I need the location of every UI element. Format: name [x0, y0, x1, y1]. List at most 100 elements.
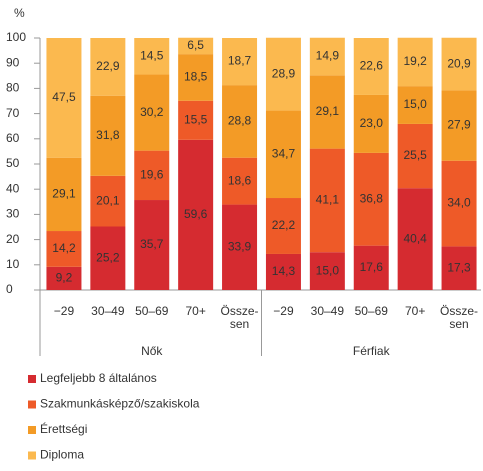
- y-tick-label: 40: [6, 181, 20, 195]
- bar-segment: [178, 54, 214, 101]
- legend-swatch: [28, 451, 36, 460]
- y-tick-label: 10: [6, 257, 20, 271]
- bar-segment: [309, 37, 345, 76]
- group-label: Nők: [141, 344, 163, 358]
- bar-segment: [265, 198, 301, 254]
- bar-segment: [397, 86, 433, 124]
- bar-segment: [397, 188, 433, 290]
- value-label: 36,8: [360, 191, 384, 205]
- bar-segment: [265, 37, 301, 111]
- value-label: 25,2: [96, 250, 120, 264]
- legend-swatch: [28, 375, 36, 383]
- y-tick-label: 60: [6, 131, 20, 145]
- bar-segment: [441, 246, 477, 290]
- value-label: 18,7: [228, 54, 252, 68]
- value-label: 29,1: [52, 187, 76, 201]
- value-label: 34,7: [272, 146, 296, 160]
- value-label: 27,9: [447, 118, 471, 132]
- x-tick-label: Össze-sen: [440, 304, 478, 331]
- bar-segment: [397, 37, 433, 87]
- x-tick-label: −29: [54, 304, 75, 318]
- legend-swatch: [28, 400, 36, 409]
- bar-segment: [441, 37, 477, 91]
- value-label: 31,8: [96, 128, 120, 142]
- value-label: 59,6: [184, 207, 208, 221]
- value-label: 14,3: [272, 264, 296, 278]
- bar-segment: [178, 100, 214, 140]
- value-label: 30,2: [140, 105, 164, 119]
- bar-segment: [309, 75, 345, 149]
- bar-segment: [309, 148, 345, 253]
- bar-segment: [90, 226, 126, 290]
- legend-swatch: [28, 426, 36, 434]
- y-axis-label: %: [14, 6, 25, 20]
- bar-segment: [46, 266, 82, 290]
- value-label: 15,0: [316, 263, 340, 277]
- bar-segment: [134, 150, 170, 201]
- y-tick-label: 0: [6, 282, 13, 296]
- bar-segment: [222, 157, 258, 205]
- legend-label: Szakmunkásképző/szakiskola: [40, 397, 200, 411]
- value-label: 14,5: [140, 48, 164, 62]
- bar-segment: [178, 139, 214, 290]
- y-tick-label: 30: [6, 207, 20, 221]
- bar-segment: [178, 37, 214, 55]
- bar-segment: [353, 94, 389, 153]
- x-tick-label: −29: [273, 304, 294, 318]
- y-tick-label: 80: [6, 81, 20, 95]
- bar-segment: [353, 38, 389, 95]
- value-label: 23,0: [360, 116, 384, 130]
- value-label: 19,6: [140, 168, 164, 182]
- value-label: 14,9: [316, 49, 340, 63]
- bar-segment: [46, 231, 82, 267]
- bar-segment: [265, 253, 301, 290]
- value-label: 41,1: [316, 193, 340, 207]
- bar-segment: [134, 38, 170, 75]
- bar-segment: [222, 85, 258, 158]
- bar-segment: [134, 74, 170, 151]
- y-tick-label: 20: [6, 232, 20, 246]
- value-label: 34,0: [447, 196, 471, 210]
- x-tick-label: Össze-sen: [221, 304, 259, 331]
- value-label: 25,5: [403, 148, 427, 162]
- bar-segment: [46, 157, 82, 232]
- y-tick-label: 70: [6, 106, 20, 120]
- value-label: 22,9: [96, 59, 120, 73]
- value-label: 40,4: [403, 231, 427, 245]
- bar-segment: [441, 160, 477, 247]
- y-tick-label: 90: [6, 55, 20, 69]
- bar-segment: [90, 175, 126, 227]
- bar-segment: [90, 38, 126, 96]
- value-label: 29,1: [316, 104, 340, 118]
- bar-segment: [309, 252, 345, 290]
- legend-label: Legfeljebb 8 általános: [40, 371, 157, 385]
- value-label: 33,9: [228, 239, 252, 253]
- bar-segment: [90, 95, 126, 176]
- value-label: 22,6: [360, 59, 384, 73]
- bar-segment: [222, 38, 258, 86]
- bar-segment: [397, 123, 433, 189]
- bar-segment: [134, 200, 170, 290]
- value-label: 18,6: [228, 173, 252, 187]
- y-tick-label: 100: [6, 30, 26, 44]
- value-label: 15,5: [184, 112, 208, 126]
- value-label: 19,2: [403, 54, 427, 68]
- value-label: 6,5: [187, 38, 204, 52]
- legend-label: Érettségi: [40, 421, 87, 436]
- x-tick-label: 70+: [405, 304, 425, 318]
- value-label: 14,2: [52, 241, 76, 255]
- legend-label: Diploma: [40, 448, 84, 462]
- bar-segment: [46, 38, 82, 158]
- bar-segment: [265, 110, 301, 199]
- x-tick-label: 50–69: [355, 304, 389, 318]
- value-label: 17,6: [360, 260, 384, 274]
- bar-segment: [353, 245, 389, 290]
- value-label: 9,2: [56, 271, 73, 285]
- value-label: 20,9: [447, 56, 471, 70]
- value-label: 47,5: [52, 90, 76, 104]
- bar-segment: [222, 204, 258, 290]
- value-label: 17,3: [447, 260, 471, 274]
- x-tick-label: 30–49: [91, 304, 125, 318]
- x-tick-label: 30–49: [311, 304, 345, 318]
